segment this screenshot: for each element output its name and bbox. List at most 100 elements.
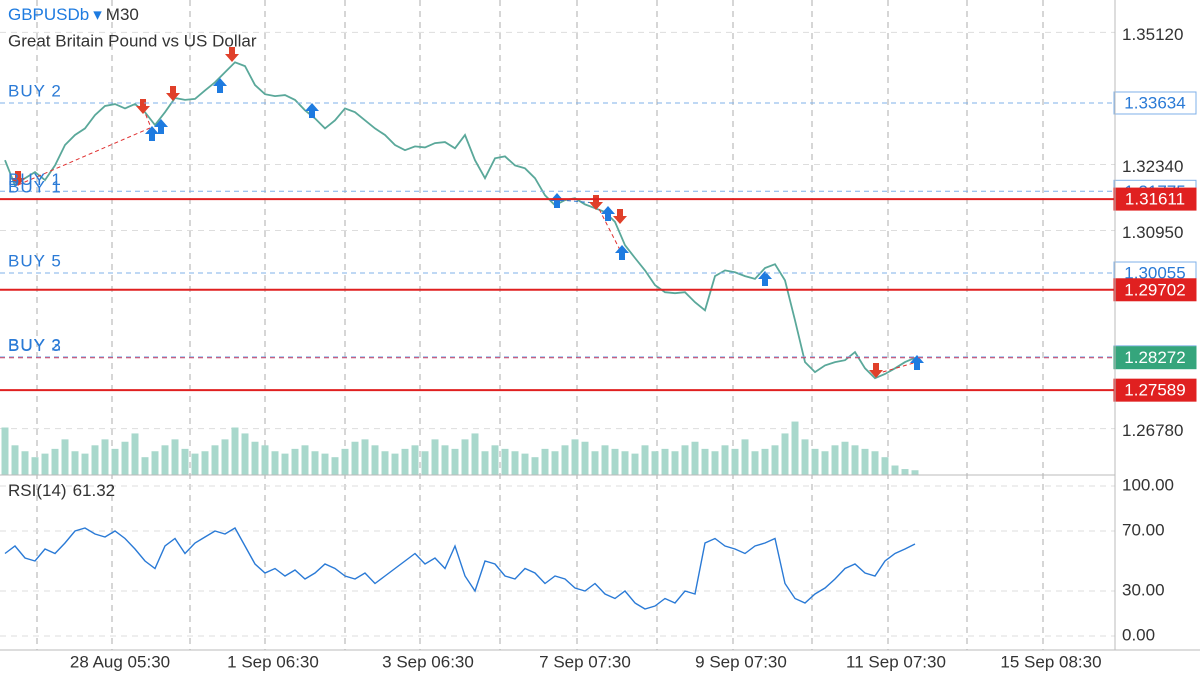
volume-bar [851,445,859,475]
trade-markers [11,47,924,378]
volume-bar [381,451,389,475]
volume-bar [631,453,639,475]
level-label: BUY 2 [8,335,62,354]
level-label: BUY 1 [8,170,62,189]
y-tick-label: 30.00 [1122,581,1165,600]
volume-bar [511,451,519,475]
volume-bar [321,453,329,475]
y-tick-label: 100.00 [1122,475,1174,494]
volume-bar [1,427,9,475]
rsi-last-value: 61.32 [73,481,116,500]
level-label: BUY 2 [8,81,62,100]
volume-bar [141,457,149,475]
volume-bar [861,448,869,475]
volume-bar [901,469,909,475]
volume-bar [661,448,669,475]
series-line [4,61,916,380]
volume-bar [461,439,469,475]
x-tick-label: 11 Sep 07:30 [846,652,946,671]
volume-bar [331,457,339,475]
volume-bar [571,439,579,475]
volume-bar [391,453,399,475]
volume-bar [761,448,769,475]
volume-bar [451,448,459,475]
volume-bar [891,465,899,475]
volume-bar [21,451,29,475]
rsi-header: RSI(14) 61.32 [8,481,115,500]
timeframe[interactable]: M30 [106,5,139,24]
volume-bar [831,445,839,475]
volume-bar [311,451,319,475]
trade-line [595,202,621,251]
volume-bar [281,453,289,475]
level-label: BUY 1 [8,178,62,197]
price-box [1113,346,1197,370]
price-box-label: 1.30055 [1124,263,1185,282]
buy-arrows [145,78,924,370]
price-box-label: 1.27589 [1124,381,1185,400]
volume-bar [291,448,299,475]
price-box [1113,187,1197,211]
price-box [1113,91,1197,115]
volume-bar [791,421,799,475]
volume-bar [621,451,629,475]
volume-bar [681,445,689,475]
grid [0,0,1115,650]
volume-bar [911,470,919,475]
volume-bar [81,453,89,475]
x-tick-label: 3 Sep 06:30 [382,652,474,671]
volume-bar [701,448,709,475]
volume-bar [541,448,549,475]
rsi-title: RSI(14) [8,481,67,500]
volume-bar [651,451,659,475]
volume-bar [531,457,539,475]
volume-bar [801,439,809,475]
volume-bar [561,445,569,475]
y-tick-label: 1.32340 [1122,157,1183,176]
volume-bar [221,439,229,475]
x-tick-label: 9 Sep 07:30 [695,652,787,671]
level-label: BUY 5 [8,251,62,270]
trade-line [875,361,918,375]
volume-bar [771,445,779,475]
volume-bar [191,453,199,475]
volume-bar [11,445,19,475]
volume-bar [51,448,59,475]
volume-bar [301,445,309,475]
symbol[interactable]: GBPUSDb [8,5,89,24]
volume-bar [611,448,619,475]
volume-bar [371,445,379,475]
volume-bar [111,448,119,475]
volume-bar [741,439,749,475]
trade-line [17,127,151,186]
volume-bar [811,448,819,475]
volume-bar [231,427,239,475]
y-tick-label: 0.00 [1122,626,1155,645]
volume-bar [211,445,219,475]
volume-bar [411,445,419,475]
volume-bar [581,441,589,475]
volume-bar [871,451,879,475]
volume-bar [441,445,449,475]
volume-bar [151,451,159,475]
volume-bar [431,439,439,475]
volume-bar [41,453,49,475]
x-tick-label: 15 Sep 08:30 [1000,652,1101,671]
level-label: BUY 3 [8,336,62,355]
price-box-label: 1.29702 [1124,280,1185,299]
sell-arrows [11,47,883,378]
x-tick-label: 28 Aug 05:30 [70,652,170,671]
volume-bar [501,448,509,475]
volume-bar [491,445,499,475]
description: Great Britain Pound vs US Dollar [8,31,257,50]
volume-bar [751,451,759,475]
volume-bar [721,445,729,475]
dropdown-caret[interactable]: ▾ [93,5,102,24]
header-line: GBPUSDb ▾ M30 [8,5,139,24]
volume-bar [471,433,479,475]
x-tick-label: 1 Sep 06:30 [227,652,319,671]
price-box-label: 1.28272 [1124,348,1185,367]
